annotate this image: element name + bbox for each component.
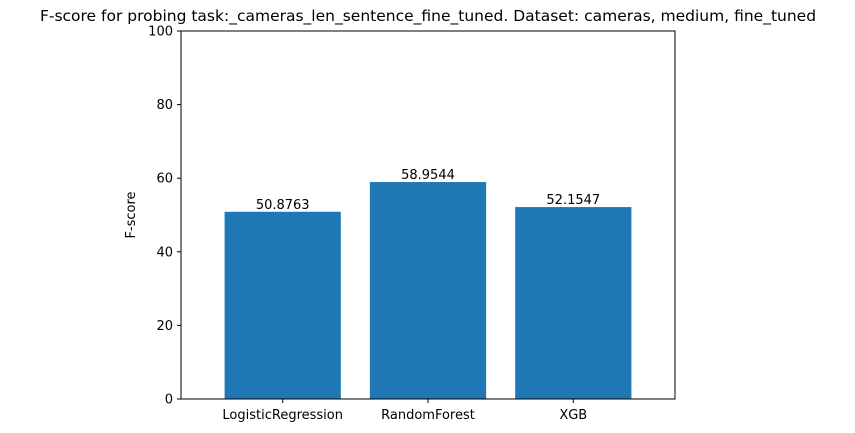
data-label-xgb: 52.1547	[546, 193, 600, 208]
bars-layer	[224, 182, 632, 399]
y-tick-label: 20	[156, 319, 173, 334]
y-tick-label: 0	[165, 393, 173, 408]
x-tick-label: XGB	[559, 408, 587, 423]
data-labels-layer: 50.8763 58.9544 52.1547	[256, 168, 600, 213]
y-axis-title: F-score	[124, 191, 139, 238]
y-tick-label: 100	[148, 25, 173, 40]
y-tick-label: 40	[156, 245, 173, 260]
bar-xgb	[515, 207, 632, 399]
chart-title: F-score for probing task:_cameras_len_se…	[40, 7, 816, 26]
x-tick-label: RandomForest	[381, 408, 475, 423]
axes-layer: LogisticRegression RandomForest XGB 0 20 40 60…	[148, 25, 676, 423]
data-label-randomforest: 58.9544	[401, 168, 455, 183]
data-label-logisticregression: 50.8763	[256, 198, 310, 213]
y-tick-label: 60	[156, 172, 173, 187]
bar-logisticregression	[224, 211, 341, 399]
plot-frame	[180, 30, 676, 400]
y-tick-label: 80	[156, 98, 173, 113]
bar-randomforest	[369, 182, 487, 399]
x-tick-label: LogisticRegression	[222, 408, 343, 423]
